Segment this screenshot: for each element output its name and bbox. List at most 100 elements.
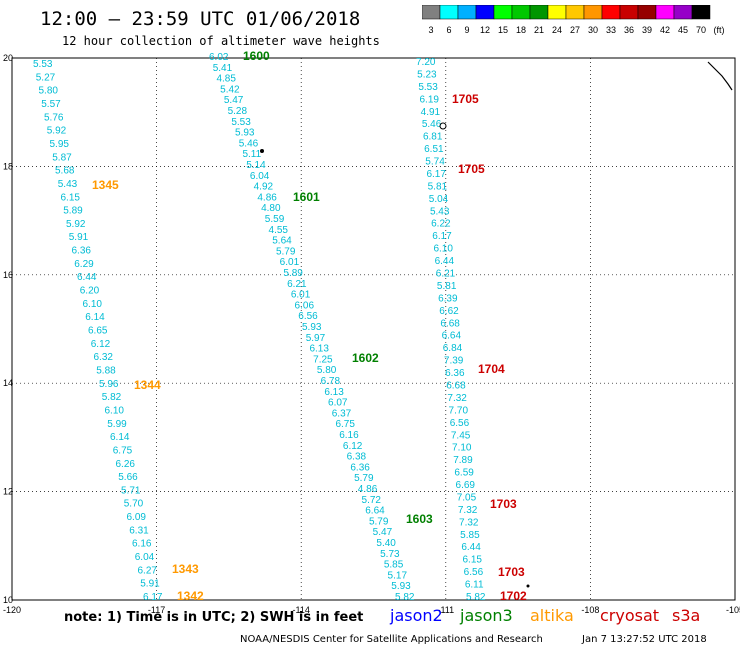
jason3-swh-value: 6.06 (295, 300, 315, 311)
colorbar-label: 39 (642, 25, 652, 35)
jason3-swh-value: 5.73 (380, 549, 400, 560)
latitude-tick-label: 12 (3, 487, 13, 497)
page-subtitle: 12 hour collection of altimeter wave hei… (62, 34, 380, 48)
cryosat-swh-value: 6.15 (463, 555, 483, 566)
cryosat-swh-value: 7.32 (459, 517, 479, 528)
altika-swh-value: 6.09 (127, 512, 147, 523)
cryosat-swh-value: 6.64 (442, 331, 462, 342)
cryosat-swh-value: 6.22 (431, 219, 451, 230)
altika-swh-value: 5.87 (52, 152, 72, 163)
longitude-tick-label: -117 (148, 605, 165, 615)
pass-time-label: 1342 (177, 589, 204, 603)
jason3-swh-value: 5.11 (242, 149, 261, 160)
cryosat-swh-value: 6.51 (424, 144, 444, 155)
altika-swh-value: 6.32 (94, 352, 114, 363)
cryosat-swh-value: 5.81 (437, 281, 457, 292)
pass-time-label: 1702 (500, 589, 527, 603)
altika-swh-value: 6.44 (77, 272, 97, 283)
altika-swh-value: 5.57 (41, 99, 61, 110)
cryosat-swh-value: 7.20 (416, 57, 436, 68)
altika-swh-value: 5.89 (63, 206, 83, 217)
longitude-tick-label: -105 (726, 605, 740, 615)
cryosat-swh-value: 7.39 (444, 356, 464, 367)
credit-text: NOAA/NESDIS Center for Satellite Applica… (240, 634, 543, 645)
jason3-swh-value: 5.79 (369, 516, 389, 527)
altika-swh-value: 5.92 (47, 126, 67, 137)
pass-time-label: 1344 (134, 378, 161, 392)
jason3-swh-value: 5.47 (373, 527, 393, 538)
latitude-tick-label: 16 (3, 270, 13, 280)
jason3-swh-value: 4.86 (358, 484, 378, 495)
jason3-swh-value: 6.07 (328, 398, 348, 409)
altika-swh-value: 6.31 (129, 525, 149, 536)
track-marker (526, 584, 530, 588)
altika-swh-value: 6.36 (72, 246, 92, 257)
latitude-tick-label: 20 (3, 53, 13, 63)
altika-swh-value: 6.14 (85, 312, 105, 323)
timestamp-text: Jan 7 13:27:52 UTC 2018 (582, 634, 707, 645)
altika-swh-value: 6.16 (132, 539, 152, 550)
cryosat-swh-value: 6.56 (464, 567, 484, 578)
cryosat-swh-value: 7.89 (453, 455, 473, 466)
jason3-swh-value: 5.40 (376, 538, 396, 549)
altika-swh-value: 5.70 (124, 499, 144, 510)
cryosat-swh-value: 5.85 (460, 530, 480, 541)
altika-swh-value: 6.15 (61, 192, 81, 203)
colorbar-label: 6 (446, 25, 451, 35)
colorbar-label: 12 (480, 25, 490, 35)
jason3-swh-value: 6.37 (332, 408, 352, 419)
cryosat-swh-value: 7.32 (447, 393, 467, 404)
altika-swh-value: 5.99 (107, 419, 127, 430)
altika-swh-value: 6.17 (143, 592, 163, 603)
jason3-swh-value: 6.78 (321, 376, 341, 387)
altika-swh-value: 5.82 (102, 392, 122, 403)
altika-swh-value: 6.27 (138, 565, 158, 576)
jason3-swh-value: 6.16 (339, 430, 359, 441)
page-title: 12:00 — 23:59 UTC 01/06/2018 (40, 8, 361, 30)
jason3-swh-value: 5.79 (354, 473, 374, 484)
cryosat-swh-value: 6.10 (433, 244, 453, 255)
cryosat-swh-value: 5.43 (430, 206, 450, 217)
colorbar-label: 18 (516, 25, 526, 35)
altika-swh-value: 6.04 (135, 552, 155, 563)
altika-swh-value: 5.53 (33, 59, 53, 70)
jason3-swh-value: 5.93 (391, 581, 411, 592)
jason3-swh-value: 5.97 (306, 333, 326, 344)
cryosat-swh-value: 6.59 (454, 468, 474, 479)
coastline (707, 61, 733, 91)
jason3-swh-value: 6.38 (347, 452, 367, 463)
latitude-tick-label: 18 (3, 161, 13, 171)
colorbar-label: 70 (696, 25, 706, 35)
pass-time-label: 1705 (452, 92, 479, 106)
colorbar-label: 33 (606, 25, 616, 35)
altika-swh-value: 5.43 (58, 179, 78, 190)
cryosat-swh-value: 6.84 (443, 343, 463, 354)
jason3-swh-value: 4.92 (254, 182, 274, 193)
jason3-swh-value: 5.89 (283, 268, 303, 279)
jason3-swh-value: 6.01 (280, 257, 300, 268)
cryosat-swh-value: 6.39 (438, 293, 458, 304)
latitude-tick-label: 10 (3, 595, 13, 605)
jason3-swh-value: 5.93 (235, 128, 255, 139)
cryosat-swh-value: 5.81 (428, 181, 448, 192)
track-marker (439, 122, 447, 130)
jason3-swh-value: 5.64 (272, 236, 292, 247)
longitude-tick-label: -108 (581, 605, 599, 615)
cryosat-swh-value: 6.68 (440, 318, 460, 329)
colorbar-label: 45 (678, 25, 688, 35)
jason3-swh-value: 5.47 (224, 95, 244, 106)
colorbar-label: 15 (498, 25, 508, 35)
cryosat-swh-value: 5.82 (466, 592, 486, 603)
altika-swh-value: 6.75 (113, 445, 133, 456)
altika-swh-value: 6.10 (105, 405, 125, 416)
cryosat-swh-value: 6.21 (436, 269, 456, 280)
altika-swh-value: 5.92 (66, 219, 86, 230)
jason3-swh-value: 5.72 (362, 495, 382, 506)
jason3-swh-value: 6.75 (335, 419, 355, 430)
jason3-swh-value: 5.14 (246, 160, 266, 171)
pass-time-label: 1603 (406, 512, 433, 526)
cryosat-swh-value: 6.17 (426, 169, 446, 180)
colorbar-label: 24 (552, 25, 562, 35)
jason3-swh-value: 6.01 (291, 290, 311, 301)
jason3-swh-value: 4.85 (216, 74, 236, 85)
